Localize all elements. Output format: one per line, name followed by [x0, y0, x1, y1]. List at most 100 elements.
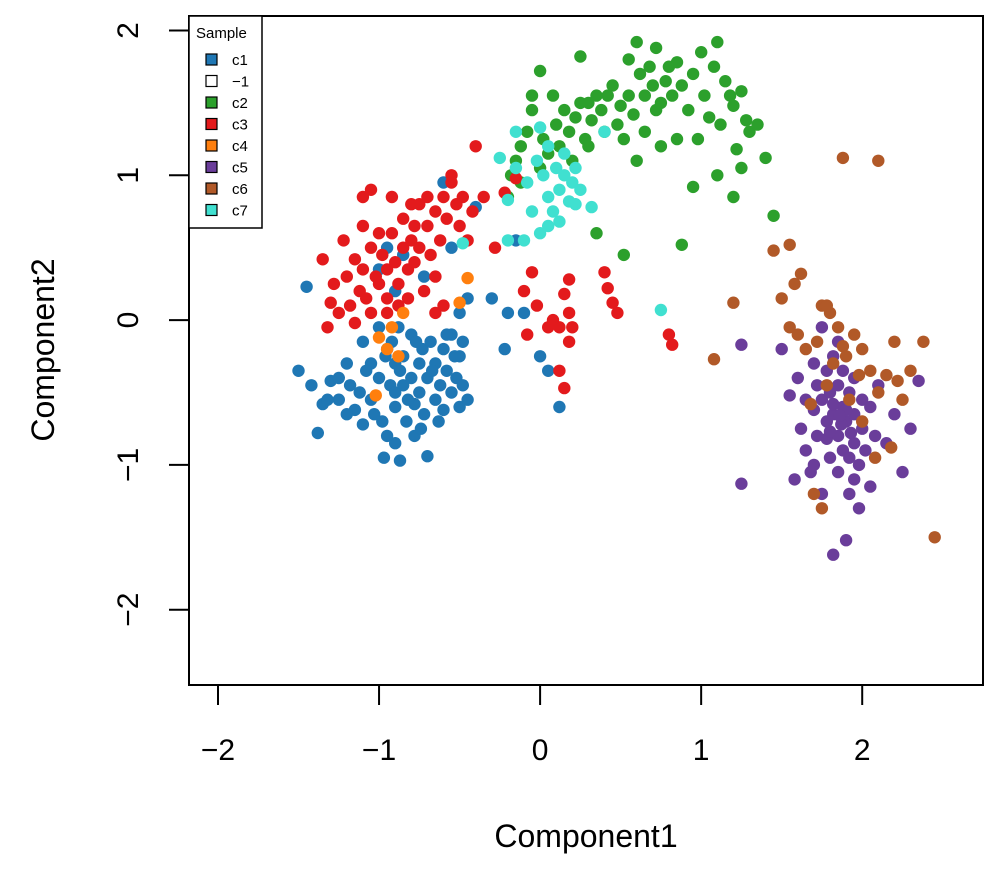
legend-label-7: c7: [232, 203, 248, 220]
point-c6-10: [727, 296, 740, 309]
point-c1-59: [445, 241, 458, 254]
point-c7-0: [493, 151, 506, 165]
point-c5-50: [815, 321, 829, 334]
point-c7-5: [525, 205, 539, 218]
point-c2-36: [643, 60, 656, 73]
point-c5-58: [833, 409, 846, 422]
point-c2-61: [730, 143, 743, 156]
point-c1-53: [456, 335, 469, 348]
point-c3-26: [397, 241, 410, 254]
point-c5-44: [888, 408, 901, 421]
point-c1-71: [332, 371, 345, 385]
point-c7-13: [550, 161, 563, 175]
point-c2-22: [595, 103, 608, 117]
x-tick-label-3: 1: [693, 734, 710, 767]
point-c5-46: [904, 422, 917, 435]
point-c2-68: [727, 190, 740, 204]
point-c3-48: [456, 190, 469, 204]
point-c1-14: [372, 321, 386, 334]
point-c1-15: [372, 371, 386, 385]
point-c3-16: [372, 227, 386, 240]
point-c3-72: [606, 296, 619, 309]
point-c4-2: [385, 321, 399, 334]
legend-label-0: c1: [232, 52, 248, 69]
point-c2-3: [514, 140, 527, 153]
point-c2-41: [654, 140, 668, 153]
point-c3-43: [437, 190, 450, 204]
point-c1-88: [389, 386, 402, 399]
point-c3-7: [343, 299, 357, 312]
point-c5-57: [844, 426, 858, 440]
point-c5-6: [799, 444, 812, 457]
point-c7-20: [569, 161, 582, 175]
point-c3-35: [413, 241, 426, 254]
point-c6-38: [836, 340, 850, 353]
point-c6-37: [804, 397, 817, 411]
point-c6-22: [872, 386, 885, 399]
point-c1-5: [311, 426, 324, 440]
point-c6-8: [836, 151, 850, 165]
legend-swatch-0: [205, 53, 218, 66]
point-c1-86: [368, 408, 381, 421]
point-c7-11: [542, 140, 555, 153]
point-c6-7: [820, 299, 833, 312]
point-c2-44: [666, 89, 679, 102]
point-c1-80: [426, 364, 439, 377]
point-c1-10: [356, 418, 370, 431]
point-c5-13: [815, 393, 829, 406]
point-c5-11: [810, 429, 824, 443]
point-c1-8: [343, 379, 357, 392]
point-c2-46: [675, 79, 688, 92]
point-c3-80: [380, 306, 394, 320]
y-tick-label-0: −2: [112, 593, 145, 627]
point-c2-54: [707, 60, 721, 73]
point-c3-71: [601, 282, 614, 295]
point-c3-5: [337, 234, 350, 247]
point-c2-42: [659, 75, 672, 88]
point-c7-14: [553, 183, 566, 196]
point-c2-37: [646, 79, 659, 92]
point-c7-8: [533, 121, 547, 134]
point-c6-32: [843, 393, 856, 406]
point-c1-0: [300, 280, 313, 293]
legend-label-6: c6: [232, 181, 248, 198]
point-c1-78: [409, 335, 423, 348]
point-c7-22: [574, 183, 587, 196]
point-c2-62: [735, 85, 748, 98]
point-c7-26: [654, 303, 668, 317]
point-c3-63: [558, 287, 571, 301]
point-c6-3: [775, 292, 788, 305]
point-c2-26: [611, 118, 624, 131]
point-c1-83: [448, 350, 461, 363]
point-c7-3: [517, 234, 531, 247]
legend-entries: c1 −1 c2 c3 c4 c5 c6 c7: [205, 52, 249, 220]
point-c1-58: [417, 270, 431, 283]
point-c2-21: [590, 89, 603, 102]
point-c1-68: [533, 350, 547, 363]
point-c3-21: [385, 227, 399, 240]
point-c3-39: [424, 248, 437, 262]
point-c1-50: [456, 379, 469, 392]
point-c5-37: [856, 393, 869, 406]
point-c6-19: [848, 328, 861, 341]
point-c6-11: [707, 353, 721, 366]
point-c3-44: [440, 212, 453, 225]
point-c3-3: [327, 277, 341, 291]
legend-swatch-1: [205, 74, 218, 88]
point-c1-45: [445, 386, 458, 399]
point-c7-21: [569, 198, 582, 211]
point-c2-55: [711, 35, 724, 49]
point-c5-49: [788, 473, 801, 486]
point-c2-77: [630, 154, 643, 167]
point-c1-84: [353, 386, 366, 399]
point-c6-24: [888, 335, 901, 348]
point-c5-48: [775, 342, 788, 356]
point-c6-16: [827, 357, 840, 370]
point-c2-48: [686, 67, 700, 81]
point-c7-9: [537, 169, 550, 182]
point-c1-16: [376, 415, 389, 428]
point-c2-25: [606, 79, 619, 92]
point-c3-37: [421, 219, 434, 233]
point-c3-19: [380, 292, 394, 305]
